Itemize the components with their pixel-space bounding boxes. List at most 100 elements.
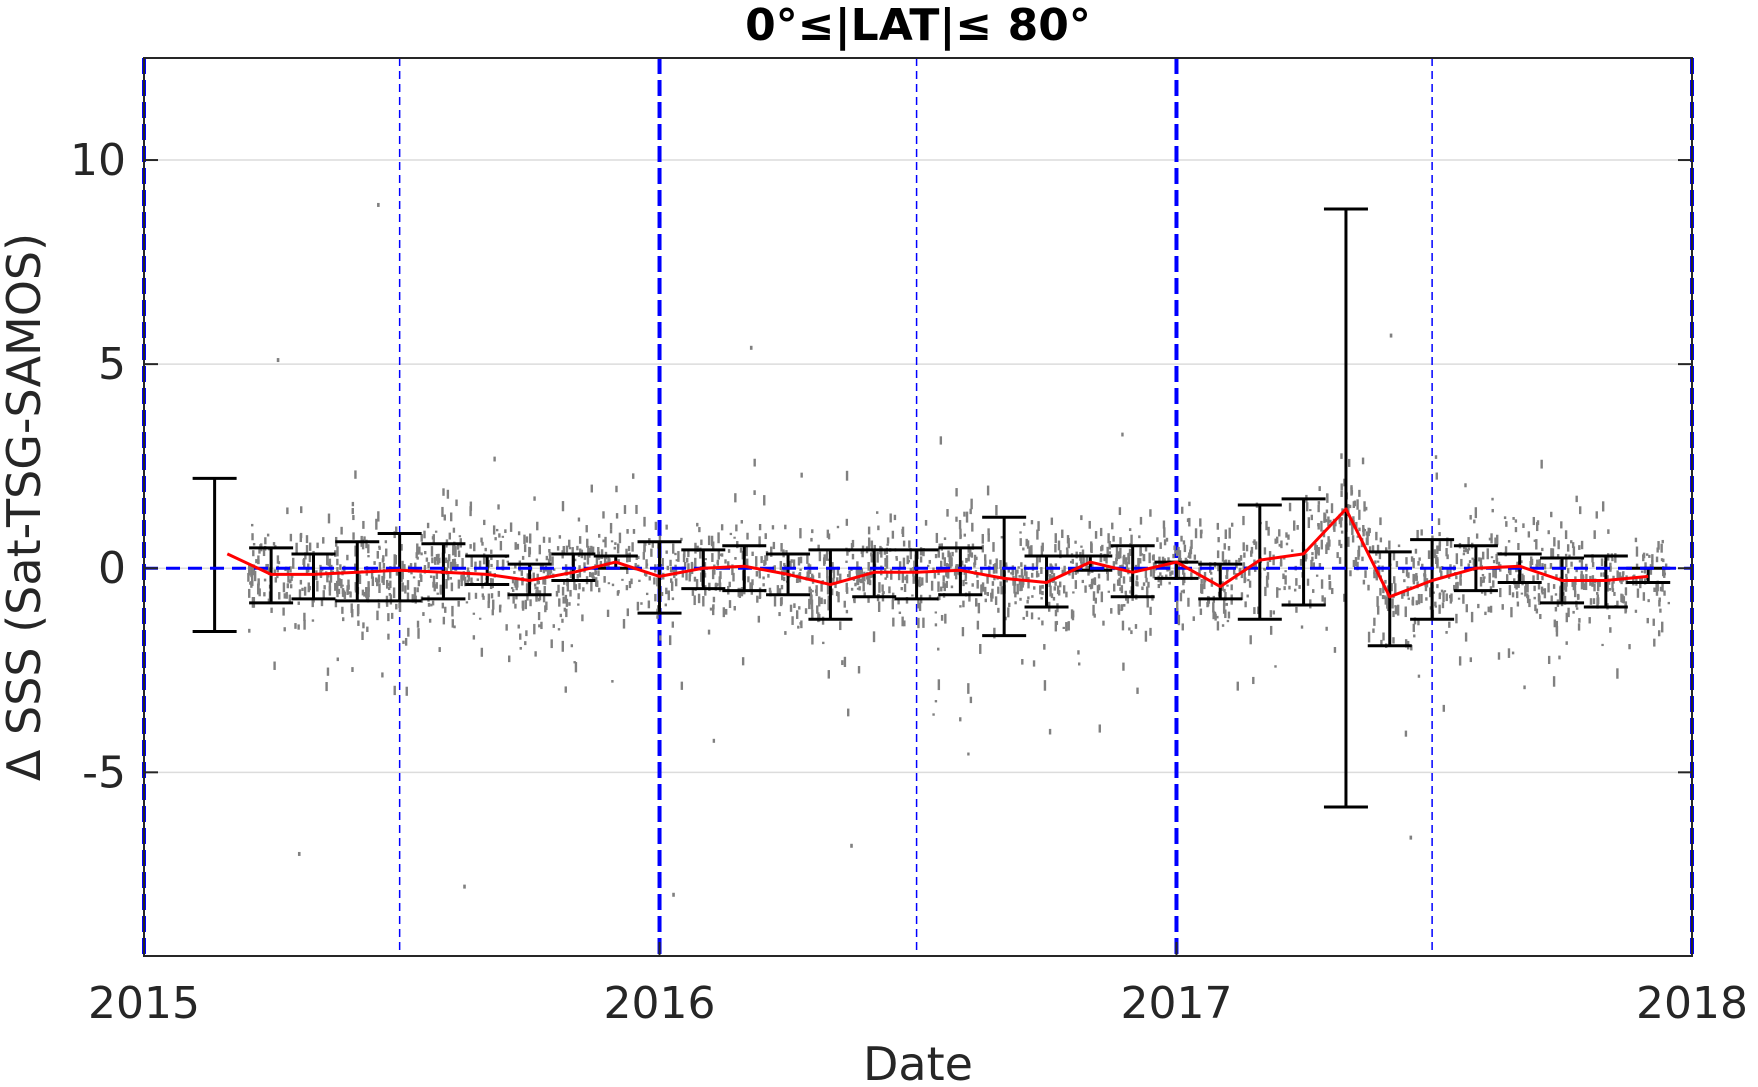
scatter-point <box>1108 551 1112 554</box>
scatter-point <box>1578 506 1582 515</box>
scatter-point <box>469 544 472 549</box>
scatter-point <box>578 536 582 544</box>
scatter-point <box>1554 606 1558 612</box>
scatter-point <box>1019 531 1022 534</box>
scatter-point <box>993 576 996 581</box>
scatter-point <box>1022 547 1025 551</box>
error-bar <box>465 554 510 587</box>
scatter-point <box>1565 612 1568 623</box>
scatter-point <box>1363 501 1366 512</box>
scatter-point <box>1054 533 1057 544</box>
scatter-point <box>521 580 524 586</box>
scatter-point <box>1186 518 1190 523</box>
scatter-point <box>1592 598 1596 605</box>
scatter-point <box>1119 547 1122 554</box>
scatter-point <box>401 569 404 580</box>
scatter-point <box>1266 561 1270 570</box>
scatter-point <box>283 627 286 632</box>
scatter-point <box>1624 587 1628 596</box>
scatter-point <box>1528 598 1531 608</box>
scatter-point <box>570 644 574 648</box>
scatter-point <box>559 613 563 618</box>
scatter-point <box>1092 604 1095 616</box>
scatter-point <box>573 581 576 590</box>
scatter-point <box>1099 527 1103 537</box>
scatter-point <box>1572 610 1575 614</box>
scatter-point <box>854 582 857 587</box>
scatter-point <box>995 505 998 516</box>
scatter-point <box>712 596 716 603</box>
scatter-point <box>1600 572 1603 577</box>
scatter-point <box>1455 582 1458 592</box>
scatter-point <box>981 533 984 544</box>
scatter-point <box>622 619 626 629</box>
scatter-point <box>1030 548 1033 556</box>
plot-background <box>144 58 1692 956</box>
scatter-point <box>870 571 874 578</box>
scatter-point <box>361 539 365 550</box>
scatter-point <box>1037 617 1041 620</box>
scatter-point <box>595 577 598 587</box>
scatter-point <box>645 592 649 596</box>
scatter-point <box>672 892 675 897</box>
scatter-point <box>643 516 646 527</box>
scatter-point <box>457 600 460 607</box>
scatter-point <box>728 581 731 588</box>
scatter-point <box>772 541 776 550</box>
scatter-point <box>1188 501 1191 507</box>
scatter-point <box>376 580 379 587</box>
scatter-point <box>514 564 517 569</box>
scatter-point <box>564 686 567 693</box>
scatter-point <box>1534 604 1537 612</box>
scatter-point <box>1357 549 1360 560</box>
scatter-point <box>1412 574 1416 585</box>
scatter-point <box>516 578 519 588</box>
scatter-point <box>1361 556 1364 562</box>
scatter-point <box>1616 600 1619 606</box>
scatter-point <box>645 563 649 566</box>
scatter-point <box>501 559 505 567</box>
scatter-point <box>1051 565 1054 575</box>
scatter-point <box>630 578 633 585</box>
scatter-point <box>727 549 731 553</box>
scatter-point <box>1642 592 1646 601</box>
scatter-point <box>432 575 436 587</box>
scatter-point <box>1535 522 1539 532</box>
scatter-point <box>1314 543 1317 550</box>
scatter-point <box>878 582 881 593</box>
scatter-point <box>975 556 978 561</box>
scatter-point <box>1227 559 1231 564</box>
scatter-point <box>257 578 260 586</box>
scatter-point <box>1535 539 1538 550</box>
scatter-point <box>1568 554 1571 557</box>
scatter-point <box>867 561 870 571</box>
scatter-point <box>1455 553 1459 565</box>
scatter-point <box>449 512 453 522</box>
scatter-point <box>765 550 769 561</box>
scatter-point <box>387 613 390 622</box>
scatter-point <box>1492 559 1496 564</box>
scatter-point <box>328 580 332 592</box>
scatter-point <box>1395 561 1399 568</box>
scatter-point <box>1188 552 1191 557</box>
scatter-point <box>1200 529 1203 534</box>
scatter-point <box>967 683 970 694</box>
scatter-point <box>967 752 970 756</box>
scatter-point <box>961 560 964 566</box>
scatter-point <box>1272 610 1276 615</box>
scatter-point <box>1146 586 1149 594</box>
scatter-point <box>1371 545 1375 554</box>
scatter-point <box>724 608 728 615</box>
scatter-point <box>1381 595 1385 600</box>
scatter-point <box>1069 560 1073 564</box>
scatter-point <box>1025 610 1029 617</box>
scatter-point <box>528 546 531 558</box>
scatter-point <box>1515 582 1518 590</box>
scatter-point <box>387 582 391 587</box>
scatter-point <box>799 622 802 625</box>
scatter-point <box>1252 676 1255 685</box>
scatter-point <box>1622 596 1626 604</box>
scatter-point <box>799 568 802 571</box>
scatter-point <box>434 558 437 565</box>
scatter-point <box>382 555 385 562</box>
